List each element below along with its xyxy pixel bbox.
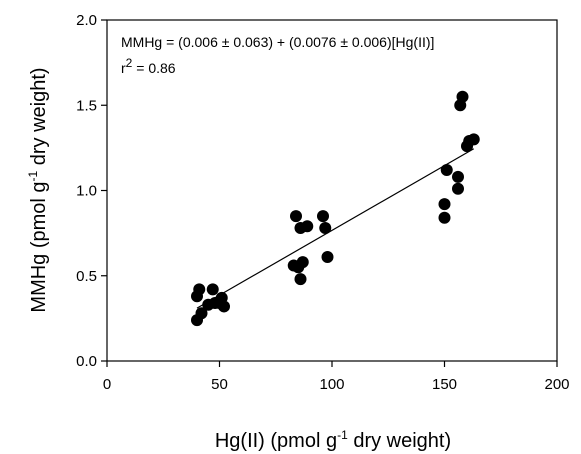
- y-tick-label: 0.0: [76, 353, 97, 370]
- data-point: [195, 307, 208, 320]
- y-axis-label-text: MMHg (pmol g: [28, 181, 50, 312]
- r-squared-base: r: [121, 60, 126, 76]
- x-tick-label: 50: [211, 376, 228, 393]
- y-tick-label: 1.0: [76, 183, 97, 200]
- x-axis-label-superscript: -1: [337, 428, 348, 442]
- y-tick-label: 1.5: [76, 97, 97, 114]
- y-tick-label: 0.5: [76, 268, 97, 285]
- data-point: [467, 133, 480, 146]
- y-tick-label: 2.0: [76, 12, 97, 29]
- x-tick-label: 200: [544, 376, 569, 393]
- x-axis-label-units: dry weight): [348, 430, 451, 452]
- x-tick-label: 150: [432, 376, 457, 393]
- data-point: [296, 256, 309, 269]
- data-point: [193, 283, 206, 296]
- r-squared-value: = 0.86: [132, 60, 175, 76]
- data-point: [301, 220, 314, 233]
- y-axis-label-superscript: -1: [26, 170, 40, 181]
- data-point: [290, 210, 302, 223]
- y-axis-label-units: dry weight): [28, 67, 50, 170]
- data-point: [321, 250, 334, 263]
- data-point: [452, 182, 464, 195]
- regression-line: [196, 148, 475, 309]
- data-point: [206, 283, 219, 296]
- data-point: [438, 211, 451, 224]
- data-point: [456, 90, 469, 103]
- data-point: [294, 273, 307, 286]
- data-point: [438, 198, 451, 211]
- x-tick-label: 100: [319, 376, 344, 393]
- data-point: [319, 222, 332, 235]
- equation-annotation: MMHg = (0.006 ± 0.063) + (0.0076 ± 0.006…: [121, 34, 434, 50]
- r-squared-superscript: 2: [126, 56, 133, 70]
- x-axis-label: Hg(II) (pmol g-1 dry weight): [215, 428, 451, 452]
- data-point: [218, 300, 230, 313]
- data-point: [317, 210, 329, 223]
- data-point: [452, 170, 464, 183]
- y-axis-label: MMHg (pmol g-1 dry weight): [26, 67, 50, 312]
- r-squared-annotation: r2 = 0.86: [121, 56, 176, 76]
- data-point: [440, 164, 453, 177]
- x-axis-label-text: Hg(II) (pmol g: [215, 430, 337, 452]
- x-tick-label: 0: [103, 376, 111, 393]
